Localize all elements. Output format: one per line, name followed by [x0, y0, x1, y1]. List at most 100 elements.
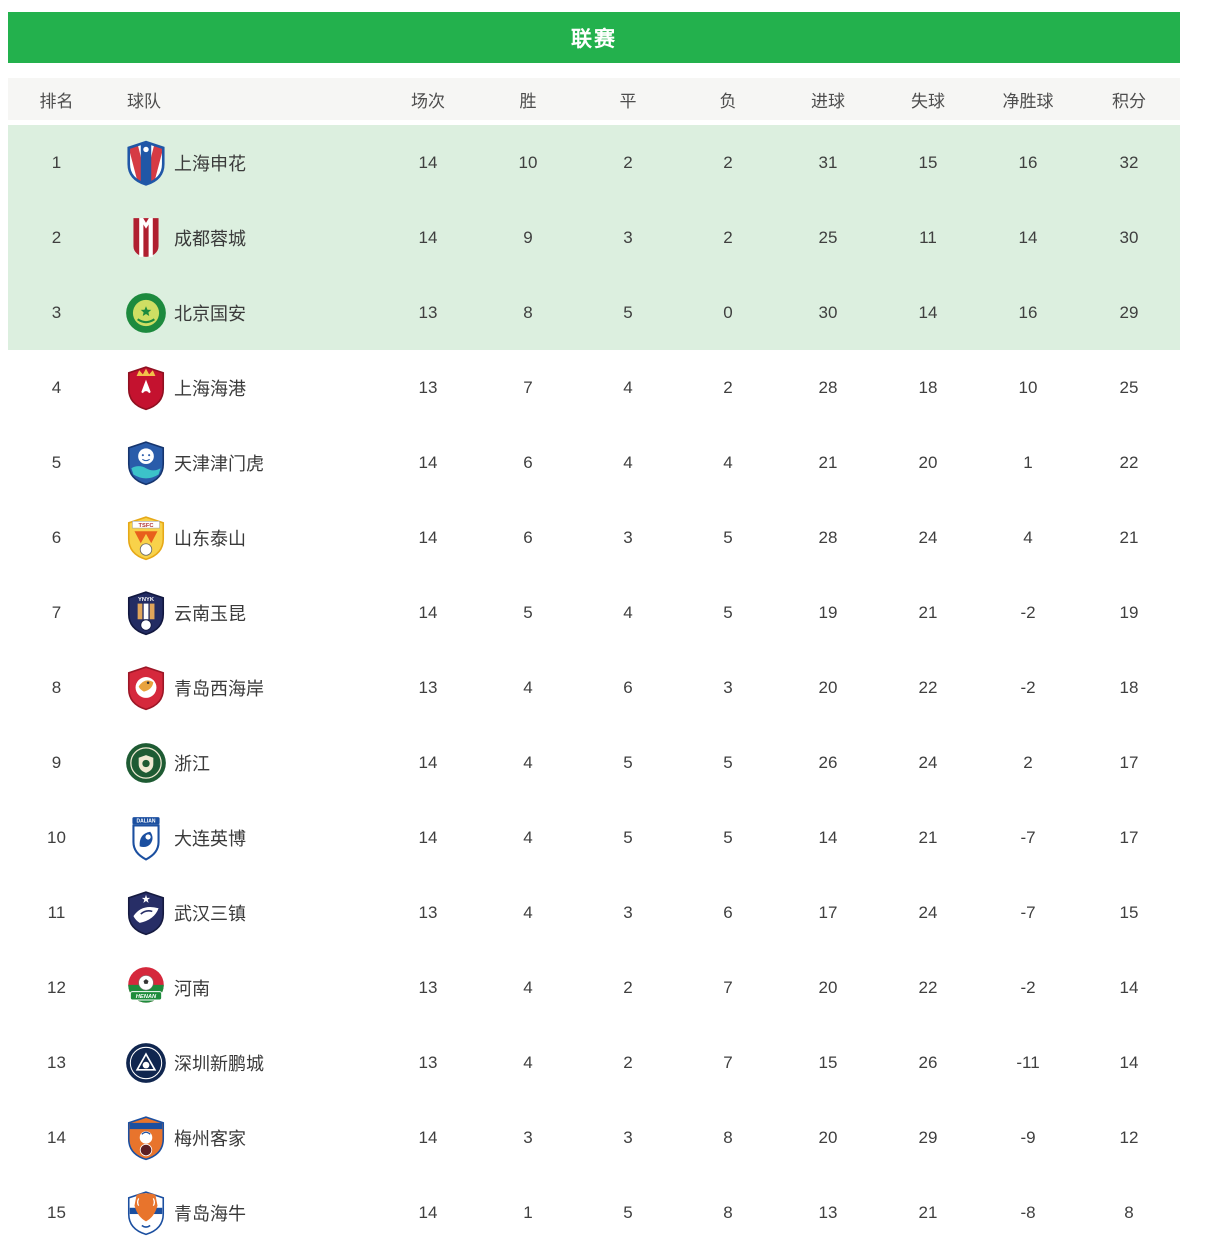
draws-value: 3	[623, 1127, 633, 1147]
rank-value: 12	[47, 977, 66, 997]
goals-against-value: 15	[918, 152, 938, 172]
rank-value: 8	[51, 677, 62, 697]
wins-value: 8	[523, 302, 533, 322]
table-row[interactable]: 10 DALIAN 大连英博 14 4 5 5 14 21 -7 17	[8, 800, 1180, 875]
team-name: 北京国安	[174, 303, 246, 324]
losses-value: 3	[723, 677, 733, 697]
wins-value: 4	[523, 827, 533, 847]
table-row[interactable]: 13 深圳新鹏城 13 4 2 7 15 26 -11 14	[8, 1025, 1180, 1100]
table-row[interactable]: 2 成都蓉城 14 9 3 2 25 11 14 30	[8, 200, 1180, 275]
draws-value: 4	[623, 452, 633, 472]
played-value: 14	[418, 1127, 438, 1147]
draws-value: 5	[623, 302, 633, 322]
losses-value: 7	[723, 1052, 733, 1072]
goals-for-value: 15	[818, 1052, 838, 1072]
team-name: 青岛海牛	[174, 1203, 246, 1224]
played-value: 14	[418, 1202, 438, 1222]
rank-value: 6	[51, 527, 62, 547]
rank-value: 5	[51, 452, 62, 472]
team-cell: HENAN 河南	[105, 965, 378, 1011]
table-row[interactable]: 4 上海海港 13 7 4 2 28 18 10 25	[8, 350, 1180, 425]
rank-value: 15	[47, 1202, 66, 1222]
draws-value: 2	[623, 1052, 633, 1072]
losses-value: 2	[723, 227, 733, 247]
tab-league[interactable]: 联赛	[8, 12, 1180, 63]
wins-value: 4	[523, 977, 533, 997]
team-name: 武汉三镇	[174, 903, 246, 924]
svg-text:YNYK: YNYK	[138, 596, 155, 602]
team-cell: TSFC 山东泰山	[105, 515, 378, 561]
goals-against-value: 21	[918, 827, 938, 847]
goals-against-value: 21	[918, 1202, 938, 1222]
wins-value: 1	[523, 1202, 533, 1222]
goals-for-value: 28	[818, 527, 838, 547]
goal-diff-value: -2	[1020, 602, 1036, 622]
team-crest-yunnan-icon: YNYK	[125, 590, 167, 636]
losses-value: 0	[723, 302, 733, 322]
wins-value: 4	[523, 677, 533, 697]
table-row[interactable]: 1 上海申花 14 10 2 2 31 15 16 32	[8, 125, 1180, 200]
table-row[interactable]: 12 HENAN 河南 13 4 2 7 20 22 -2 14	[8, 950, 1180, 1025]
points-value: 32	[1119, 152, 1139, 172]
team-crest-zhejiang-icon	[125, 740, 167, 786]
goal-diff-value: -9	[1020, 1127, 1036, 1147]
draws-value: 3	[623, 227, 633, 247]
goal-diff-value: -2	[1020, 977, 1036, 997]
table-row[interactable]: 3 北京国安 13 8 5 0 30 14 16 29	[8, 275, 1180, 350]
draws-value: 6	[623, 677, 633, 697]
goal-diff-value: -7	[1020, 827, 1036, 847]
team-crest-qingdaoxi-icon	[125, 665, 167, 711]
losses-value: 6	[723, 902, 733, 922]
team-name: 上海申花	[174, 153, 246, 174]
spacer	[8, 63, 1180, 78]
team-name: 青岛西海岸	[174, 678, 264, 699]
team-name: 成都蓉城	[174, 228, 246, 249]
goals-for-value: 20	[818, 977, 838, 997]
team-name: 天津津门虎	[174, 453, 264, 474]
losses-value: 5	[723, 827, 733, 847]
column-header-goal-diff: 净胜球	[1002, 91, 1054, 111]
points-value: 12	[1119, 1127, 1139, 1147]
points-value: 29	[1119, 302, 1139, 322]
points-value: 25	[1119, 377, 1139, 397]
team-cell: 青岛西海岸	[105, 665, 378, 711]
losses-value: 5	[723, 602, 733, 622]
column-header-played: 场次	[411, 91, 445, 111]
column-header-goals-for: 进球	[811, 91, 845, 111]
team-cell: 武汉三镇	[105, 890, 378, 936]
wins-value: 3	[523, 1127, 533, 1147]
column-header-team: 球队	[127, 91, 161, 111]
team-name: 云南玉昆	[174, 603, 246, 624]
team-cell: 梅州客家	[105, 1115, 378, 1161]
team-crest-haigang-icon	[125, 365, 167, 411]
draws-value: 3	[623, 902, 633, 922]
table-row[interactable]: 11 武汉三镇 13 4 3 6 17 24 -7 15	[8, 875, 1180, 950]
played-value: 14	[418, 527, 438, 547]
goals-against-value: 26	[918, 1052, 938, 1072]
team-name: 大连英博	[174, 828, 246, 849]
goals-against-value: 14	[918, 302, 938, 322]
team-crest-hainiu-icon	[125, 1190, 167, 1236]
team-crest-chengdu-icon	[125, 215, 167, 261]
table-row[interactable]: 8 青岛西海岸 13 4 6 3 20 22 -2 18	[8, 650, 1180, 725]
svg-text:TSFC: TSFC	[138, 522, 153, 528]
draws-value: 4	[623, 377, 633, 397]
losses-value: 2	[723, 377, 733, 397]
draws-value: 5	[623, 752, 633, 772]
table-row[interactable]: 6 TSFC 山东泰山 14 6 3 5 28 24 4 21	[8, 500, 1180, 575]
table-row[interactable]: 5 天津津门虎 14 6 4 4 21 20 1 22	[8, 425, 1180, 500]
table-row[interactable]: 15 青岛海牛 14 1 5 8 13 21 -8 8	[8, 1175, 1180, 1239]
table-row[interactable]: 14 梅州客家 14 3 3 8 20 29 -9 12	[8, 1100, 1180, 1175]
rank-value: 2	[51, 227, 62, 247]
team-cell: DALIAN 大连英博	[105, 815, 378, 861]
table-row[interactable]: 9 浙江 14 4 5 5 26 24 2 17	[8, 725, 1180, 800]
played-value: 14	[418, 752, 438, 772]
rank-value: 13	[47, 1052, 66, 1072]
table-row[interactable]: 7 YNYK 云南玉昆 14 5 4 5 19 21 -2 19	[8, 575, 1180, 650]
losses-value: 8	[723, 1127, 733, 1147]
goal-diff-value: 14	[1018, 227, 1038, 247]
points-value: 14	[1119, 1052, 1139, 1072]
points-value: 17	[1119, 752, 1139, 772]
played-value: 13	[418, 1052, 438, 1072]
team-crest-guoan-icon	[125, 290, 167, 336]
